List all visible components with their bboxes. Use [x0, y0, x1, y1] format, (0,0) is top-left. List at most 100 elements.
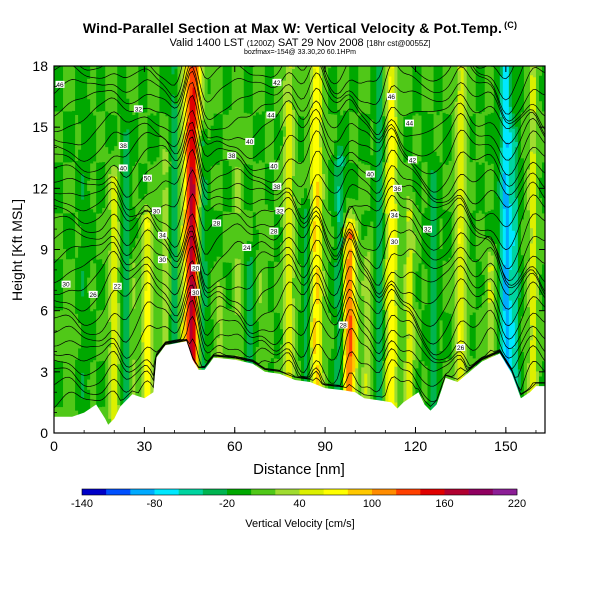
w-cell — [439, 217, 444, 250]
w-cell — [174, 103, 179, 349]
theta-contour — [54, 129, 545, 200]
w-cell — [288, 66, 293, 68]
w-cell — [198, 130, 203, 136]
theta-label: 30 — [159, 257, 167, 264]
theta-label: 46 — [388, 94, 396, 101]
w-cell — [192, 183, 197, 195]
w-cell — [418, 114, 423, 162]
w-cell — [445, 113, 450, 165]
w-cell — [364, 255, 368, 374]
w-cell — [258, 66, 263, 115]
w-cell — [415, 163, 420, 206]
w-cell — [264, 163, 269, 205]
w-cell — [385, 162, 389, 214]
w-cell — [132, 277, 136, 309]
w-cell — [249, 210, 254, 242]
w-cell — [442, 163, 447, 210]
w-cell — [279, 241, 284, 330]
w-cell — [57, 110, 61, 163]
w-cell — [168, 66, 173, 162]
w-cell — [147, 211, 151, 223]
w-cell — [490, 66, 495, 113]
w-cell — [334, 358, 338, 396]
w-cell — [201, 120, 206, 131]
theta-label: 40 — [246, 139, 254, 146]
w-cell — [69, 66, 73, 112]
w-cell — [445, 358, 450, 385]
w-cell — [138, 66, 142, 112]
w-cell — [78, 225, 82, 247]
w-cell — [291, 277, 296, 299]
w-cell — [105, 110, 109, 148]
w-cell — [475, 309, 480, 361]
w-cell — [222, 277, 227, 365]
w-cell — [111, 175, 115, 426]
theta-contour — [54, 148, 545, 228]
w-cell — [273, 357, 278, 379]
w-cell — [234, 314, 239, 356]
theta-contour — [54, 339, 545, 403]
w-cell — [222, 66, 227, 115]
w-cell — [445, 164, 450, 211]
w-cell — [394, 66, 398, 118]
w-cell — [255, 320, 260, 347]
w-cell — [478, 164, 483, 211]
w-cell — [511, 128, 516, 231]
w-cell — [90, 361, 94, 409]
w-cell — [96, 162, 100, 214]
w-cell — [150, 66, 154, 114]
theta-label: 22 — [114, 284, 122, 291]
theta-label-bg — [242, 243, 252, 251]
w-cell — [216, 164, 221, 211]
w-cell — [135, 217, 139, 239]
colorbar-swatch — [82, 489, 107, 495]
w-cell — [484, 160, 489, 213]
w-cell — [132, 246, 136, 263]
w-cell — [87, 277, 91, 293]
w-cell — [297, 263, 302, 310]
w-cell — [225, 211, 230, 263]
w-cell — [75, 313, 79, 360]
w-cell — [313, 66, 317, 69]
w-cell — [102, 360, 106, 407]
w-cell — [222, 159, 227, 212]
w-cell — [322, 295, 326, 373]
w-cell — [252, 211, 257, 371]
theta-contour — [54, 291, 545, 361]
w-cell — [340, 66, 344, 116]
w-cell — [331, 246, 335, 324]
w-cell — [60, 406, 64, 423]
w-cell — [186, 121, 191, 352]
w-cell — [448, 257, 453, 314]
w-cell — [60, 309, 64, 362]
w-cell — [150, 163, 154, 216]
w-cell — [445, 210, 450, 262]
w-cell — [72, 212, 76, 259]
w-cell — [343, 237, 347, 244]
w-cell — [183, 132, 188, 154]
colorbar-swatch — [202, 489, 228, 495]
theta-contour — [54, 260, 545, 327]
w-cell — [484, 211, 489, 238]
w-cell — [502, 264, 507, 311]
w-cell — [412, 232, 417, 254]
w-cell — [493, 243, 498, 362]
theta-label: 38 — [228, 153, 236, 160]
w-cell — [367, 164, 371, 211]
colorbar-swatch — [154, 489, 179, 495]
w-cell — [514, 141, 519, 148]
w-cell — [249, 241, 254, 257]
w-cell — [331, 154, 335, 227]
w-cell — [261, 110, 266, 163]
w-cell — [538, 66, 543, 76]
w-cell — [69, 110, 73, 163]
w-cell — [204, 128, 209, 180]
colorbar-tick-label: 40 — [293, 498, 305, 510]
w-cell — [195, 275, 200, 297]
w-cell — [168, 166, 173, 259]
w-cell — [382, 66, 386, 117]
w-cell — [216, 113, 221, 165]
w-cell — [505, 147, 510, 194]
w-cell — [195, 295, 200, 373]
w-cell — [132, 359, 136, 401]
